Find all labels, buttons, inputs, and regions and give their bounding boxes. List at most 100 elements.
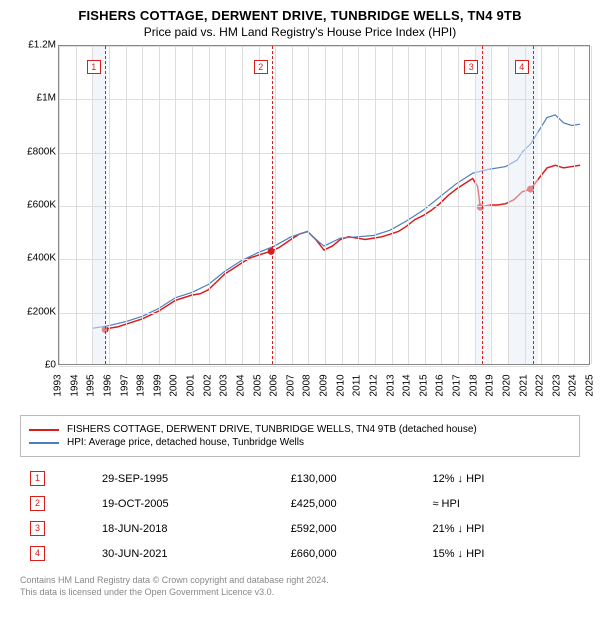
gridline-v [242,46,243,364]
table-row: 4 30-JUN-2021£660,00015% ↓ HPI [22,542,578,565]
event-index-box: 4 [30,546,45,561]
event-price: £130,000 [283,467,423,490]
x-axis-label: 2013 [385,374,396,396]
event-line [533,46,534,364]
events-table: 1 29-SEP-1995£130,00012% ↓ HPI219-OCT-200… [20,465,580,567]
x-axis-label: 1993 [53,374,64,396]
x-axis-label: 2024 [568,374,579,396]
gridline-h [59,366,589,367]
gridline-h [59,206,589,207]
gridline-v [408,46,409,364]
event-date: 29-SEP-1995 [94,467,281,490]
x-axis-label: 2000 [169,374,180,396]
gridline-h [59,99,589,100]
x-axis-label: 1996 [102,374,113,396]
gridline-v [358,46,359,364]
event-index-box: 1 [30,471,45,486]
x-axis-label: 1997 [119,374,130,396]
gridline-v [308,46,309,364]
legend-label: FISHERS COTTAGE, DERWENT DRIVE, TUNBRIDG… [67,424,477,435]
y-axis-label: £0 [12,360,56,371]
gridline-v [159,46,160,364]
y-axis-label: £800K [12,146,56,157]
footer: Contains HM Land Registry data © Crown c… [20,575,580,598]
y-axis-label: £1M [12,93,56,104]
legend: FISHERS COTTAGE, DERWENT DRIVE, TUNBRIDG… [20,415,580,457]
x-axis-label: 2006 [269,374,280,396]
y-axis-label: £400K [12,253,56,264]
x-axis-label: 2001 [186,374,197,396]
x-axis-label: 2007 [285,374,296,396]
gridline-h [59,46,589,47]
x-axis-label: 2021 [518,374,529,396]
x-axis-label: 2005 [252,374,263,396]
gridline-v [142,46,143,364]
x-axis-label: 2011 [352,375,363,397]
x-axis-label: 2018 [468,374,479,396]
event-delta: ≈ HPI [424,492,578,515]
event-line [272,46,273,364]
gridline-v [209,46,210,364]
gridline-v [292,46,293,364]
gridline-v [342,46,343,364]
table-row: 1 29-SEP-1995£130,00012% ↓ HPI [22,467,578,490]
gridline-v [59,46,60,364]
gridline-h [59,313,589,314]
footer-line1: Contains HM Land Registry data © Crown c… [20,575,580,587]
event-marker-box: 3 [464,60,478,74]
event-delta: 21% ↓ HPI [424,517,578,540]
table-row: 318-JUN-2018£592,00021% ↓ HPI [22,517,578,540]
event-price: £660,000 [283,542,423,565]
x-axis-label: 2012 [368,374,379,396]
x-axis-label: 2014 [402,374,413,396]
gridline-v [325,46,326,364]
x-axis-label: 1995 [86,374,97,396]
gridline-v [225,46,226,364]
gridline-v [425,46,426,364]
event-delta: 15% ↓ HPI [424,542,578,565]
event-marker-box: 4 [515,60,529,74]
x-axis-label: 1998 [136,374,147,396]
gridline-v [458,46,459,364]
x-axis-label: 2008 [302,374,313,396]
gridline-v [126,46,127,364]
gridline-v [192,46,193,364]
event-marker-box: 2 [254,60,268,74]
gridline-h [59,153,589,154]
gridline-v [574,46,575,364]
x-axis-label: 2015 [418,374,429,396]
x-axis-label: 2022 [535,374,546,396]
event-price: £592,000 [283,517,423,540]
gridline-v [591,46,592,364]
gridline-v [275,46,276,364]
x-axis-label: 2002 [202,374,213,396]
title-main: FISHERS COTTAGE, DERWENT DRIVE, TUNBRIDG… [10,8,590,23]
y-axis-label: £200K [12,306,56,317]
gridline-v [92,46,93,364]
legend-item: HPI: Average price, detached house, Tunb… [29,437,571,448]
table-row: 219-OCT-2005£425,000≈ HPI [22,492,578,515]
event-date: 30-JUN-2021 [94,542,281,565]
x-axis-label: 2019 [485,374,496,396]
chart-area: 1234 £0£200K£400K£600K£800K£1M£1.2M19931… [10,45,590,405]
plot-background: 1234 [58,45,590,365]
x-axis-label: 2017 [452,374,463,396]
gridline-v [76,46,77,364]
x-axis-label: 2003 [219,374,230,396]
x-axis-label: 2025 [585,374,596,396]
gridline-v [109,46,110,364]
y-axis-label: £600K [12,200,56,211]
event-line [482,46,483,364]
legend-item: FISHERS COTTAGE, DERWENT DRIVE, TUNBRIDG… [29,424,571,435]
x-axis-label: 2010 [335,374,346,396]
event-index-box: 2 [30,496,45,511]
x-axis-label: 2009 [319,374,330,396]
gridline-v [175,46,176,364]
x-axis-label: 2020 [501,374,512,396]
title-sub: Price paid vs. HM Land Registry's House … [10,25,590,39]
gridline-h [59,259,589,260]
chart-titles: FISHERS COTTAGE, DERWENT DRIVE, TUNBRIDG… [10,8,590,39]
event-delta: 12% ↓ HPI [424,467,578,490]
x-axis-label: 2016 [435,374,446,396]
gridline-v [541,46,542,364]
